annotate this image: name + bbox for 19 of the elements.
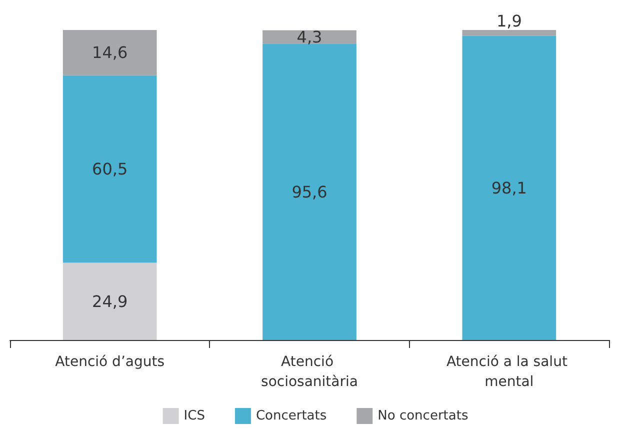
legend-label: ICS: [184, 408, 205, 424]
data-label: 60,5: [92, 160, 128, 179]
data-label: 95,6: [292, 182, 328, 202]
x-tick-label: Atenció a la salut mental: [446, 354, 572, 390]
legend-label: No concertats: [378, 408, 468, 424]
data-label: 4,3: [296, 27, 322, 46]
bar: [62, 262, 157, 340]
bar: [462, 30, 556, 36]
data-label: 1,9: [496, 12, 522, 30]
legend-label: Concertats: [256, 408, 327, 424]
x-tick-label: Atenció sociosanitària: [261, 354, 358, 390]
x-tick-label: Atenció d’aguts: [55, 354, 165, 370]
bar: [462, 36, 556, 340]
data-label: 14,6: [92, 43, 128, 62]
bar: [62, 30, 157, 76]
data-label: 24,9: [92, 292, 128, 311]
data-label: 98,1: [491, 178, 527, 198]
bar: [62, 75, 157, 263]
bar: [262, 44, 356, 340]
